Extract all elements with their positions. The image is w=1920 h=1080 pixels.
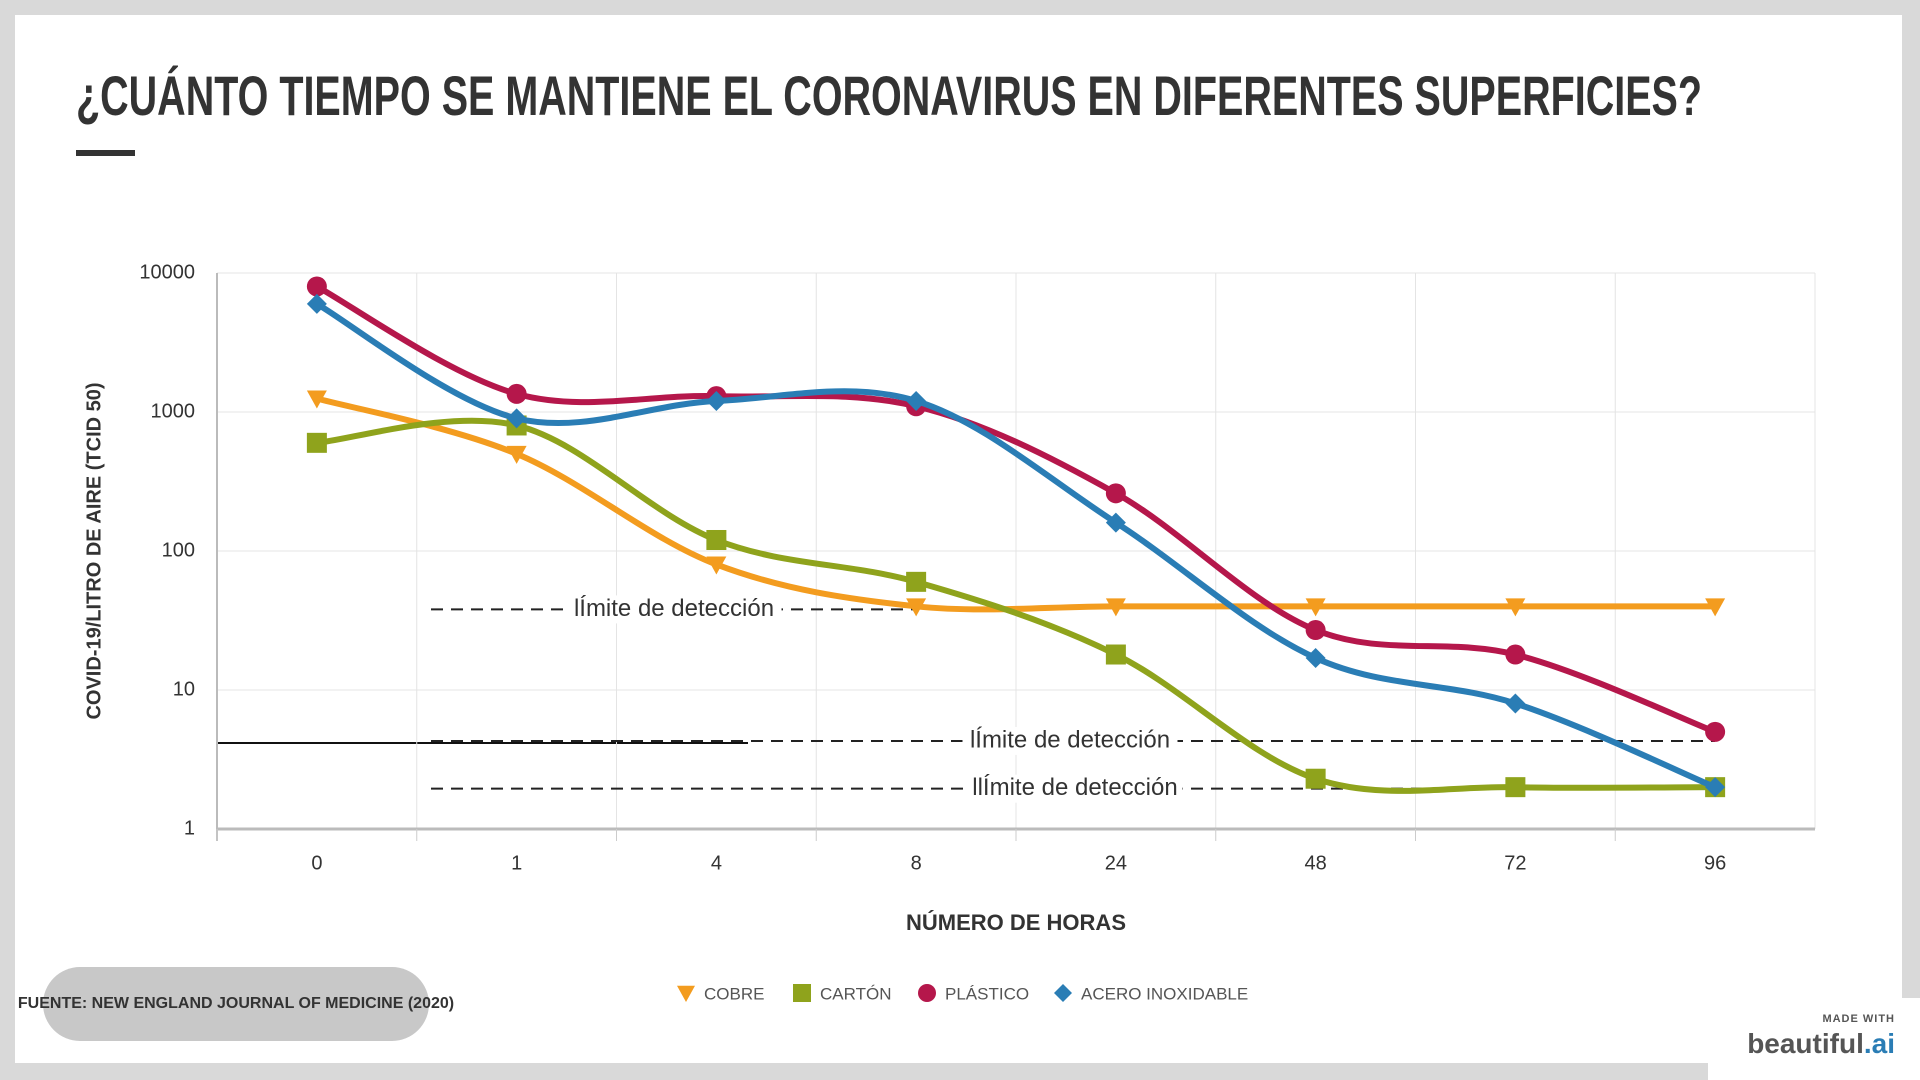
marker bbox=[1505, 644, 1526, 665]
marker bbox=[706, 390, 727, 411]
y-axis-title: COVID-19/LITRO DE AIRE (TCID 50) bbox=[83, 382, 105, 719]
legend-marker bbox=[793, 984, 811, 1002]
marker bbox=[906, 598, 927, 617]
annotation-bg bbox=[566, 595, 782, 624]
marker bbox=[506, 383, 527, 404]
marker bbox=[306, 432, 327, 453]
chart-title: ¿CUÁNTO TIEMPO SE MANTIENE EL CORONAVIRU… bbox=[76, 64, 1702, 127]
y-tick-label: 10000 bbox=[139, 261, 195, 283]
slide-background bbox=[15, 15, 1902, 1063]
marker bbox=[1305, 768, 1326, 789]
y-tick-label: 1000 bbox=[151, 400, 196, 422]
marker bbox=[1505, 598, 1526, 617]
marker bbox=[506, 445, 527, 464]
marker bbox=[1505, 777, 1526, 798]
annotation-bg bbox=[962, 726, 1178, 755]
marker bbox=[1305, 620, 1326, 641]
marker bbox=[906, 571, 927, 592]
marker bbox=[706, 556, 727, 575]
source-pill bbox=[43, 967, 429, 1041]
legend-marker bbox=[677, 985, 695, 1002]
x-tick-label: 0 bbox=[311, 852, 322, 874]
brand-name: beautiful.ai bbox=[1747, 1028, 1895, 1059]
brand-suffix: .ai bbox=[1864, 1028, 1895, 1059]
marker bbox=[1305, 598, 1326, 617]
marker bbox=[306, 276, 327, 297]
marker bbox=[1705, 777, 1726, 798]
marker bbox=[906, 390, 927, 411]
x-axis-title: NÚMERO DE HORAS bbox=[906, 910, 1126, 935]
marker bbox=[1505, 693, 1526, 714]
x-tick-label: 8 bbox=[911, 852, 922, 874]
x-tick-label: 4 bbox=[711, 852, 722, 874]
annotation-text: lÍmite de detección bbox=[970, 726, 1170, 753]
marker bbox=[1305, 647, 1326, 668]
annotation-bg bbox=[967, 774, 1183, 803]
marker bbox=[706, 529, 727, 550]
x-tick-label: 48 bbox=[1305, 852, 1327, 874]
annotation-text: lÍmite de detección bbox=[574, 595, 774, 622]
legend-marker bbox=[1054, 984, 1072, 1002]
made-with: MADE WITH bbox=[1822, 1013, 1895, 1025]
marker bbox=[1705, 598, 1726, 617]
legend-label: CARTÓN bbox=[820, 984, 891, 1003]
x-tick-label: 1 bbox=[511, 852, 522, 874]
marker bbox=[1705, 721, 1726, 742]
brand-box bbox=[1708, 998, 1920, 1080]
marker bbox=[506, 408, 527, 429]
marker bbox=[1105, 644, 1126, 665]
y-tick-label: 10 bbox=[173, 678, 195, 700]
marker bbox=[1105, 483, 1126, 504]
x-tick-label: 72 bbox=[1504, 852, 1526, 874]
brand-word: beautiful bbox=[1747, 1028, 1864, 1059]
marker bbox=[1105, 512, 1126, 533]
marker bbox=[306, 293, 327, 314]
marker bbox=[306, 390, 327, 409]
y-tick-label: 100 bbox=[162, 539, 195, 561]
source-text: FUENTE: NEW ENGLAND JOURNAL OF MEDICINE … bbox=[18, 995, 454, 1012]
legend-marker bbox=[918, 984, 936, 1002]
legend-label: COBRE bbox=[704, 984, 764, 1003]
annotation-text: llÍmite de detección bbox=[972, 774, 1177, 801]
series-line bbox=[315, 301, 1717, 790]
legend-label: PLÁSTICO bbox=[945, 984, 1029, 1003]
x-tick-label: 96 bbox=[1704, 852, 1726, 874]
title-underline bbox=[76, 150, 135, 156]
marker bbox=[1105, 598, 1126, 617]
series-line bbox=[316, 417, 1716, 794]
legend-label: ACERO INOXIDABLE bbox=[1081, 984, 1248, 1003]
y-tick-label: 1 bbox=[184, 817, 195, 839]
series-line bbox=[315, 283, 1717, 735]
x-tick-label: 24 bbox=[1105, 852, 1127, 874]
